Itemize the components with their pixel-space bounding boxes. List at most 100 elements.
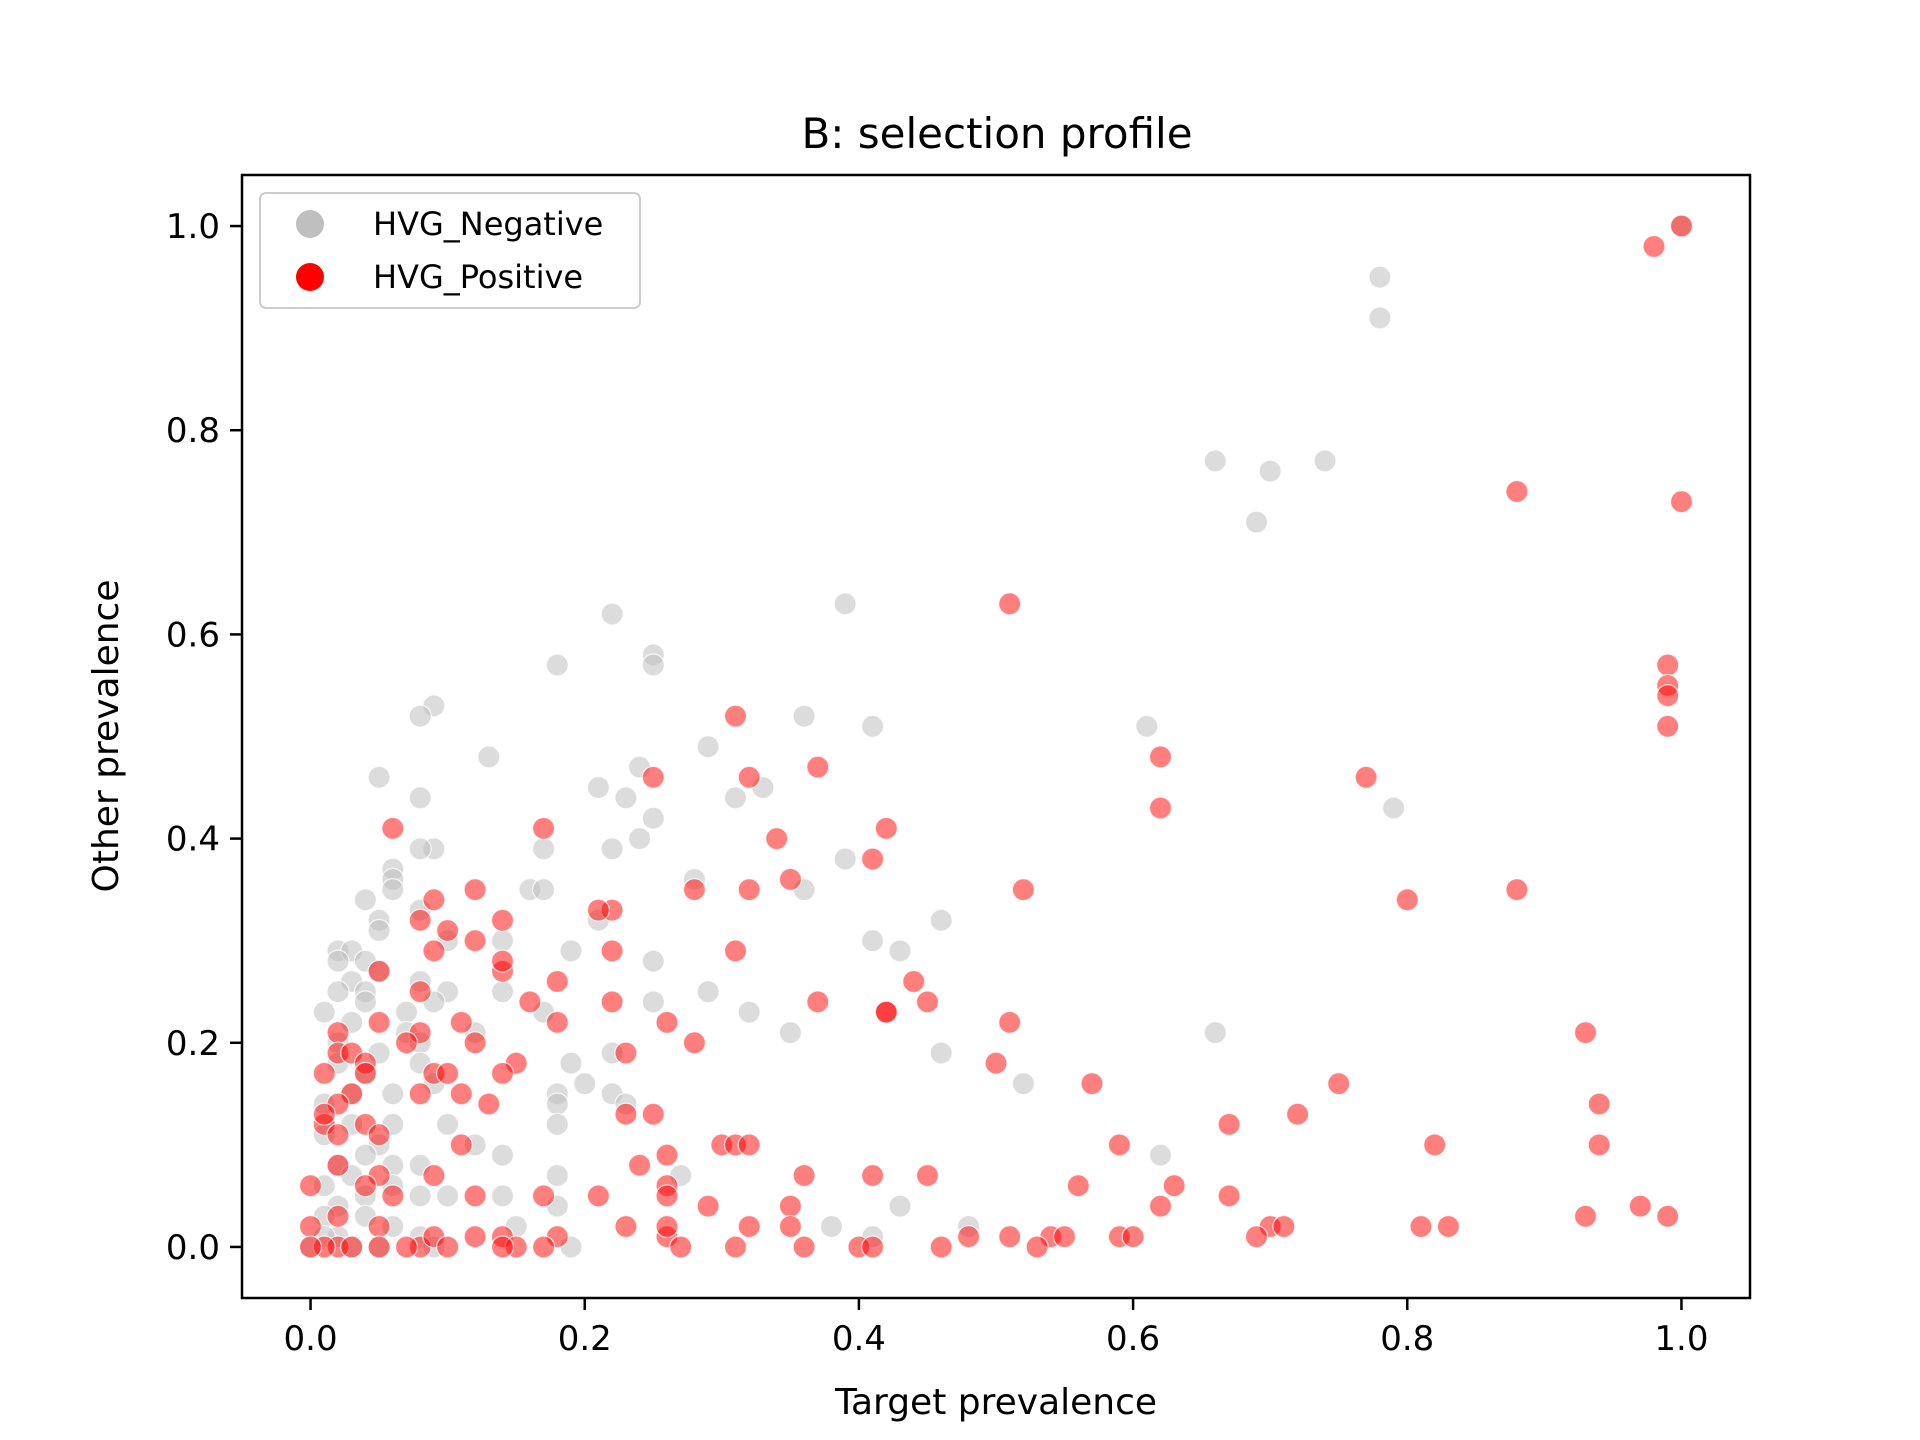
scatter-point bbox=[1052, 1225, 1077, 1249]
scatter-point bbox=[463, 1225, 487, 1249]
scatter-point bbox=[1313, 449, 1337, 473]
legend-label-hvg-positive: HVG_Positive bbox=[373, 258, 583, 296]
scatter-point bbox=[1669, 490, 1694, 514]
legend: HVG_Negative HVG_Positive bbox=[259, 192, 641, 309]
scatter-point bbox=[298, 1235, 323, 1259]
scatter-point bbox=[1135, 714, 1159, 738]
scatter-point bbox=[902, 969, 926, 994]
scatter-point bbox=[490, 908, 515, 932]
scatter-point bbox=[1409, 1214, 1433, 1239]
scatter-point bbox=[627, 826, 652, 851]
scatter-point bbox=[367, 1214, 391, 1239]
scatter-point bbox=[600, 602, 624, 626]
scatter-point bbox=[436, 918, 460, 943]
scatter-point bbox=[559, 939, 583, 963]
scatter-point bbox=[1669, 214, 1694, 238]
scatter-point bbox=[477, 745, 501, 769]
series-hvg-positive bbox=[298, 214, 1694, 1259]
scatter-point bbox=[490, 980, 515, 1004]
x-tick-label: 0.8 bbox=[1380, 1319, 1434, 1359]
scatter-point bbox=[408, 908, 432, 932]
scatter-point bbox=[463, 929, 487, 953]
scatter-point bbox=[929, 1235, 953, 1259]
scatter-point bbox=[449, 1133, 473, 1157]
scatter-point bbox=[353, 1061, 377, 1086]
x-tick-label: 0.6 bbox=[1106, 1319, 1160, 1359]
scatter-point bbox=[1368, 265, 1392, 289]
y-tick-label: 0.0 bbox=[166, 1228, 220, 1268]
scatter-point bbox=[641, 806, 665, 830]
scatter-point bbox=[696, 980, 720, 1004]
scatter-point bbox=[696, 735, 720, 759]
scatter-point bbox=[641, 1102, 665, 1126]
scatter-point bbox=[614, 1214, 638, 1239]
scatter-point bbox=[1642, 234, 1666, 259]
scatter-point bbox=[929, 908, 953, 932]
scatter-point bbox=[531, 877, 556, 902]
scatter-point bbox=[1258, 459, 1282, 483]
scatter-point bbox=[833, 592, 857, 616]
scatter-point bbox=[929, 1041, 953, 1065]
scatter-point bbox=[490, 1235, 515, 1259]
y-tick-label: 0.6 bbox=[166, 615, 220, 655]
scatter-point bbox=[915, 990, 940, 1014]
scatter-point bbox=[778, 1020, 803, 1045]
scatter-point bbox=[367, 959, 391, 983]
scatter-point bbox=[1285, 1102, 1310, 1126]
scatter-point bbox=[723, 939, 748, 963]
scatter-point bbox=[641, 949, 665, 973]
scatter-point bbox=[326, 949, 350, 973]
legend-label-hvg-negative: HVG_Negative bbox=[373, 205, 603, 243]
legend-marker-hvg-negative bbox=[296, 210, 324, 238]
scatter-point bbox=[737, 877, 761, 902]
scatter-point bbox=[806, 755, 830, 779]
scatter-point bbox=[1573, 1020, 1598, 1045]
scatter-point bbox=[888, 939, 912, 963]
scatter-point bbox=[545, 1092, 569, 1116]
scatter-point bbox=[1011, 877, 1036, 902]
scatter-point bbox=[1656, 1204, 1680, 1228]
scatter-point bbox=[490, 949, 515, 973]
scatter-point bbox=[463, 877, 487, 902]
scatter-point bbox=[1244, 510, 1269, 534]
scatter-point bbox=[381, 1184, 405, 1208]
y-tick-label: 1.0 bbox=[166, 207, 220, 247]
scatter-point bbox=[792, 1163, 816, 1188]
scatter-point bbox=[298, 1174, 323, 1198]
scatter-point bbox=[641, 653, 665, 677]
scatter-point bbox=[326, 1204, 350, 1228]
scatter-point bbox=[984, 1051, 1008, 1075]
scatter-point bbox=[463, 1184, 487, 1208]
scatter-point bbox=[614, 1041, 638, 1065]
scatter-point bbox=[1011, 1071, 1036, 1096]
scatter-point bbox=[1368, 306, 1392, 330]
scatter-point bbox=[723, 704, 748, 728]
scatter-point bbox=[655, 1214, 679, 1239]
scatter-point bbox=[545, 969, 569, 994]
scatter-point bbox=[614, 786, 638, 810]
scatter-point bbox=[1327, 1071, 1351, 1096]
scatter-point bbox=[874, 1000, 898, 1024]
scatter-point bbox=[1381, 796, 1406, 820]
scatter-point bbox=[860, 1235, 885, 1259]
scatter-point bbox=[408, 704, 432, 728]
scatter-point bbox=[312, 1102, 336, 1126]
scatter-point bbox=[545, 1010, 569, 1035]
scatter-point bbox=[792, 1235, 816, 1259]
scatter-point bbox=[600, 939, 624, 963]
scatter-point bbox=[723, 786, 748, 810]
scatter-point bbox=[436, 1061, 460, 1086]
scatter-point bbox=[778, 1214, 803, 1239]
scatter-point bbox=[655, 1184, 679, 1208]
scatter-point bbox=[1080, 1071, 1104, 1096]
scatter-point bbox=[1395, 888, 1419, 912]
scatter-point bbox=[860, 929, 885, 953]
scatter-point bbox=[518, 990, 542, 1014]
scatter-point bbox=[723, 1235, 748, 1259]
scatter-point bbox=[1148, 1143, 1173, 1167]
scatter-point bbox=[463, 1031, 487, 1055]
x-tick-label: 0.2 bbox=[558, 1319, 612, 1359]
scatter-point bbox=[600, 837, 624, 861]
scatter-point bbox=[737, 1000, 761, 1024]
